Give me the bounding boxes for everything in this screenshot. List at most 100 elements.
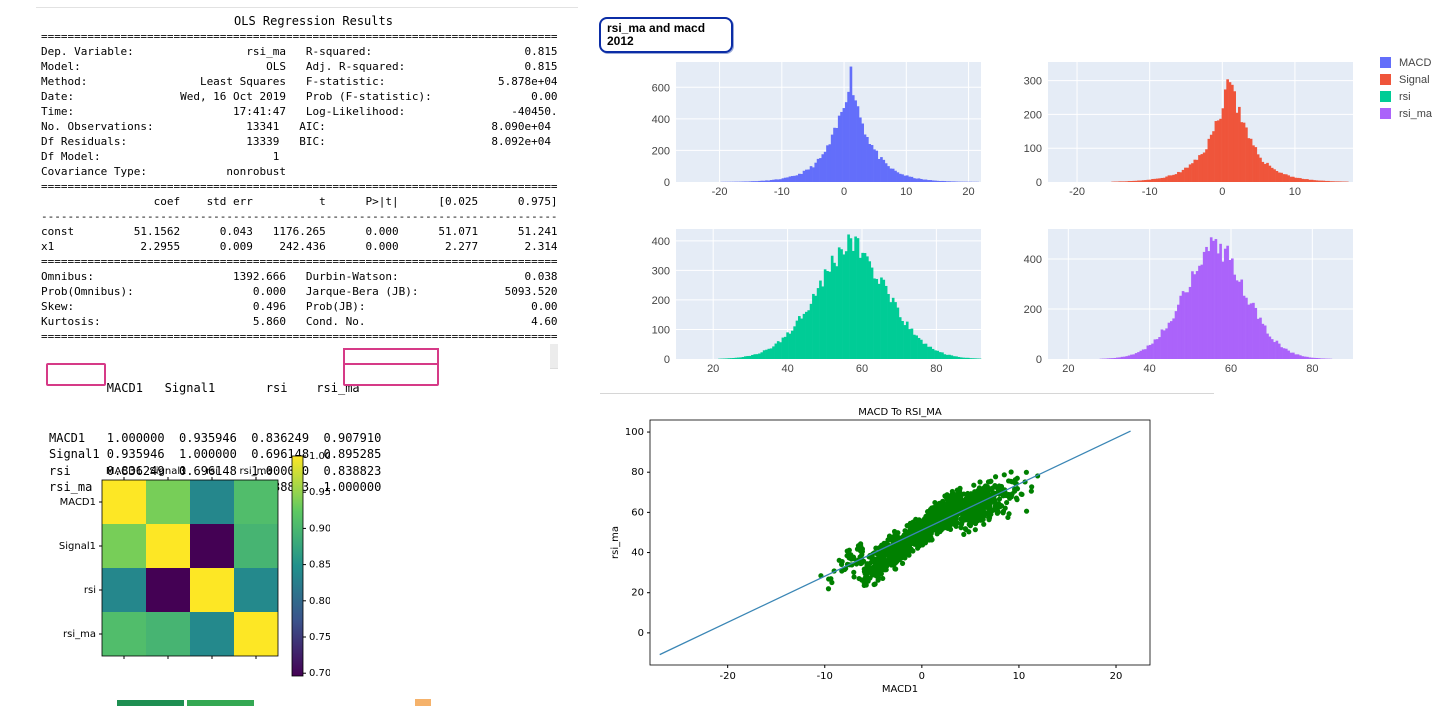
histogram-bar bbox=[1153, 339, 1157, 359]
histogram-bar bbox=[910, 176, 914, 182]
scatter-point bbox=[1029, 484, 1035, 490]
ols-line: Method: Least Squares F-statistic: 5.878… bbox=[41, 75, 558, 88]
scatter-point bbox=[932, 509, 938, 515]
histogram-bar bbox=[1226, 79, 1229, 182]
scatter-point bbox=[899, 560, 906, 566]
histogram-bar bbox=[882, 159, 886, 182]
histogram-bar bbox=[790, 330, 794, 359]
histogram-bar bbox=[1191, 271, 1194, 359]
histogram-bar bbox=[948, 181, 951, 182]
partial-green-bar-2 bbox=[187, 700, 254, 706]
histogram-bar bbox=[1226, 245, 1229, 359]
annotation-line2: 2012 bbox=[607, 34, 634, 48]
histogram-bar bbox=[936, 350, 940, 359]
histogram-bar bbox=[795, 175, 799, 182]
histogram-bar bbox=[844, 102, 848, 182]
scatter-y-tick-label: 40 bbox=[631, 548, 644, 559]
histogram-bar bbox=[938, 180, 942, 182]
heatmap-cell bbox=[102, 480, 146, 524]
histogram-bar bbox=[1235, 280, 1239, 359]
heatmap-cell bbox=[190, 568, 234, 612]
histogram-bar bbox=[755, 354, 759, 359]
histogram-bar bbox=[1338, 181, 1342, 182]
legend-item[interactable]: MACD bbox=[1380, 54, 1436, 71]
scatter-point bbox=[861, 582, 867, 589]
scatter-point bbox=[992, 474, 999, 480]
scatter-y-tick-label: 80 bbox=[631, 467, 644, 478]
histogram-bar bbox=[964, 357, 968, 359]
histogram-bar bbox=[753, 181, 757, 182]
histogram-bar bbox=[753, 354, 757, 359]
histogram-bar bbox=[1254, 147, 1258, 182]
histogram-bar bbox=[758, 180, 761, 182]
legend-swatch bbox=[1380, 91, 1391, 102]
heatmap-cell bbox=[102, 524, 146, 568]
histogram-bar bbox=[842, 254, 846, 359]
histogram-x-tick-label: 10 bbox=[1289, 186, 1301, 198]
histogram-bar bbox=[943, 354, 947, 359]
correlation-heatmap: MACD1 MACD1 Signal1 Signal1 rsi rsi rsi_ma rsi_… bbox=[59, 451, 330, 679]
scatter-point bbox=[856, 575, 862, 582]
histogram-bar bbox=[737, 357, 740, 359]
histogram-bar bbox=[922, 179, 925, 182]
histogram-bar bbox=[1127, 181, 1131, 182]
scatter-point bbox=[883, 562, 889, 568]
legend-item[interactable]: rsi_ma bbox=[1380, 105, 1436, 122]
histogram-y-tick-label: 200 bbox=[652, 295, 670, 307]
histogram-bar bbox=[1137, 180, 1140, 182]
histogram-bar bbox=[1172, 318, 1175, 359]
histogram-bar bbox=[1125, 181, 1129, 182]
histogram-bar bbox=[934, 180, 937, 182]
ols-line: Covariance Type: nonrobust bbox=[41, 165, 287, 178]
histogram-bar bbox=[798, 173, 801, 182]
histogram-bar bbox=[1268, 336, 1272, 359]
histogram-bar bbox=[1212, 131, 1215, 182]
histogram-bar bbox=[1263, 163, 1267, 182]
ols-line: coef std err t P>|t| [0.025 0.975] bbox=[41, 195, 558, 208]
histogram-bar bbox=[837, 115, 841, 182]
cell-divider bbox=[550, 344, 558, 369]
histogram-bar bbox=[1292, 352, 1295, 359]
scatter-point bbox=[1028, 488, 1034, 494]
histogram-bar bbox=[748, 181, 752, 182]
scatter-point bbox=[1019, 491, 1025, 498]
scatter-point bbox=[891, 561, 897, 567]
histogram-bar bbox=[812, 167, 815, 182]
histogram-bar bbox=[793, 326, 796, 359]
ols-line: Time: 17:41:47 Log-Likelihood: -40450. bbox=[41, 105, 558, 118]
histogram-bar bbox=[805, 169, 808, 182]
heatmap-cell bbox=[146, 524, 190, 568]
legend-item[interactable]: rsi bbox=[1380, 88, 1436, 105]
histogram-bar bbox=[776, 341, 780, 359]
scatter-point bbox=[1001, 472, 1007, 478]
histogram-bar bbox=[833, 127, 836, 182]
histogram-bar bbox=[945, 354, 949, 359]
histogram-bar bbox=[802, 170, 806, 182]
histogram-bar bbox=[1209, 134, 1213, 182]
scatter-point bbox=[915, 535, 922, 541]
histogram-x-tick-label: 60 bbox=[1225, 363, 1237, 375]
histogram-bar bbox=[779, 342, 782, 359]
ols-line: ========================================… bbox=[41, 30, 558, 43]
histogram-y-tick-label: 300 bbox=[1024, 76, 1042, 88]
legend-item[interactable]: Signal bbox=[1380, 71, 1436, 88]
histogram-bar bbox=[851, 95, 855, 182]
histogram-bar bbox=[1299, 355, 1302, 359]
histogram-bar bbox=[772, 179, 775, 182]
legend-swatch bbox=[1380, 108, 1391, 119]
histogram-bar bbox=[1207, 138, 1211, 182]
scatter-x-tick-label: -10 bbox=[817, 671, 833, 682]
heatmap-cell bbox=[234, 568, 278, 612]
scatter-y-tick-label: 0 bbox=[638, 628, 644, 639]
histogram-bar bbox=[744, 181, 747, 182]
ols-line: Df Residuals: 13339 BIC: 8.092e+04 bbox=[41, 135, 551, 148]
histogram-bar bbox=[1327, 180, 1330, 182]
heatmap-col-label: rsi_ma bbox=[240, 466, 273, 477]
histogram-bar bbox=[866, 137, 869, 182]
scatter-point bbox=[988, 511, 994, 517]
histogram-bar bbox=[929, 180, 933, 182]
histogram-bar bbox=[1266, 162, 1269, 182]
histogram-bar bbox=[1282, 348, 1286, 359]
histogram-bar bbox=[1130, 181, 1133, 182]
histogram-bar bbox=[812, 293, 815, 359]
